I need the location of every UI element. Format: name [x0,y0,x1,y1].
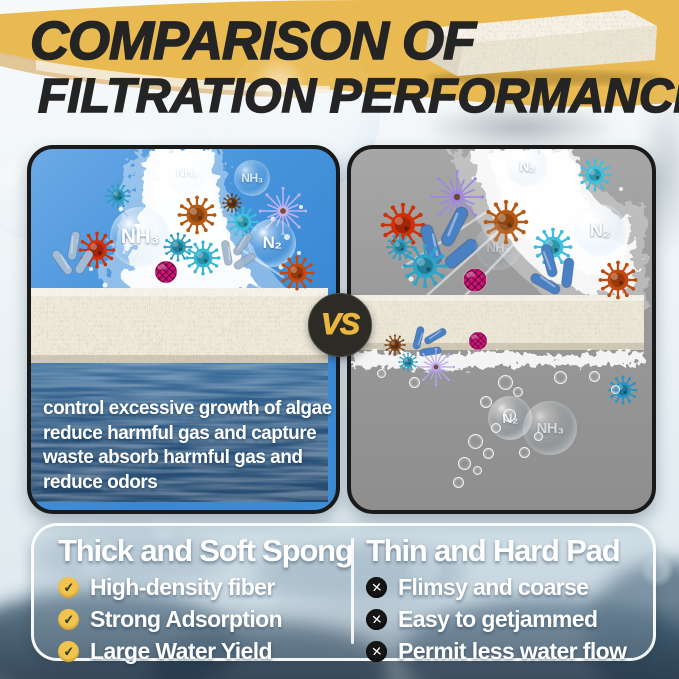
list-item-label: Large Water Yield [90,638,273,664]
cross-icon: ✕ [364,607,389,632]
check-icon: ✔ [56,575,81,600]
bubble-ring [458,457,471,470]
bubble-ring [554,371,567,384]
left-panel-thick-sponge: NH₃ NH₃ NH₃ N₂ control excessive growth … [27,145,340,514]
cross-icon: ✕ [364,639,389,664]
virus-icon [177,195,217,235]
bubble-ring [513,387,523,397]
gas-bubble-icon: N₂ [574,204,626,256]
bubble-ring [611,385,620,394]
splash-smudge [420,104,620,150]
list-item: ✔ Strong Adsorption [56,606,353,633]
bubble-ring [519,447,530,458]
starburst-virus-icon [417,348,455,386]
cross-icon: ✕ [364,575,389,600]
bubble-ring [480,396,492,408]
right-column-title: Thin and Hard Pad [366,533,621,568]
virus-icon [222,193,242,213]
gas-bubble-icon: NH₃ [165,150,209,194]
bubble-ring [589,371,600,382]
virus-icon [598,260,638,300]
bubble-ring [468,434,483,449]
comparison-summary-panel: Thick and Soft Spong ✔ High-density fiber… [31,523,656,664]
bubble-ring [409,377,420,388]
list-item: ✕ Easy to getjammed [364,606,626,633]
gas-bubble-icon: NH₃ [475,224,521,270]
list-item: ✕ Flimsy and coarse [364,574,626,601]
bottom-vignette [0,600,679,679]
list-item-label: High-density fiber [90,574,275,600]
bubble-ring [498,375,513,390]
filter-fiber-band-icon [31,288,328,363]
page-title: COMPARISON OF FILTRATION PERFORMANCE [29,11,679,123]
right-column-items: ✕ Flimsy and coarse ✕ Easy to getjammed ✕ P… [364,574,627,665]
bubble-ring [491,423,501,433]
list-item-label: Flimsy and coarse [398,574,589,600]
left-panel-description: control excessive growth of algae reduce… [43,398,332,493]
comparison-right-column: Thin and Hard Pad ✕ Flimsy and coarse ✕ Ea… [364,533,627,670]
check-icon: ✔ [56,639,81,664]
mesh-ball-icon [149,255,183,289]
virus-icon [402,243,448,289]
bacteria-rods-icon [41,221,108,288]
filter-pad-photo [425,10,663,85]
vs-label: VS [320,308,360,342]
mesh-ball-icon [457,262,493,298]
thin-filter-band-icon [351,295,644,350]
right-panel-thin-pad: N₂ N₂ NH₃ N₂ NH₃ [347,145,656,514]
virus-icon [578,158,612,192]
virus-icon [398,352,418,372]
comparison-left-column: Thick and Soft Spong ✔ High-density fiber… [56,533,354,670]
virus-icon [279,255,315,291]
virus-icon [105,183,131,209]
gas-bubble-icon: NH₃ [110,207,170,267]
list-item: ✔ High-density fiber [56,574,353,601]
bubble-ring [377,369,386,378]
bubble-ring [473,466,482,475]
left-column-title: Thick and Soft Spong [58,533,354,568]
mesh-ball-icon [464,327,492,355]
bubble-ring [483,448,494,459]
bubble-ring [453,477,464,488]
list-item: ✔ Large Water Yield [56,638,353,665]
gas-bubble-icon: NH₃ [234,160,270,196]
check-icon: ✔ [56,607,81,632]
title-line-2: FILTRATION PERFORMANCE [37,70,679,123]
list-item-label: Easy to getjammed [398,606,598,632]
list-item: ✕ Permit less water flow [364,638,627,665]
column-divider [351,538,354,644]
list-item-label: Strong Adsorption [90,606,283,632]
bubble-ring [534,432,543,441]
gas-bubble-icon: NH₃ [523,401,577,455]
vs-badge: VS [308,293,372,357]
left-column-items: ✔ High-density fiber ✔ Strong Adsorption ✔… [56,574,353,665]
bubble-ring [503,409,516,422]
gas-bubble-icon: N₂ [506,149,548,187]
list-item-label: Permit less water flow [398,638,627,664]
title-line-1: COMPARISON OF [29,11,477,71]
water-texture [31,363,328,502]
